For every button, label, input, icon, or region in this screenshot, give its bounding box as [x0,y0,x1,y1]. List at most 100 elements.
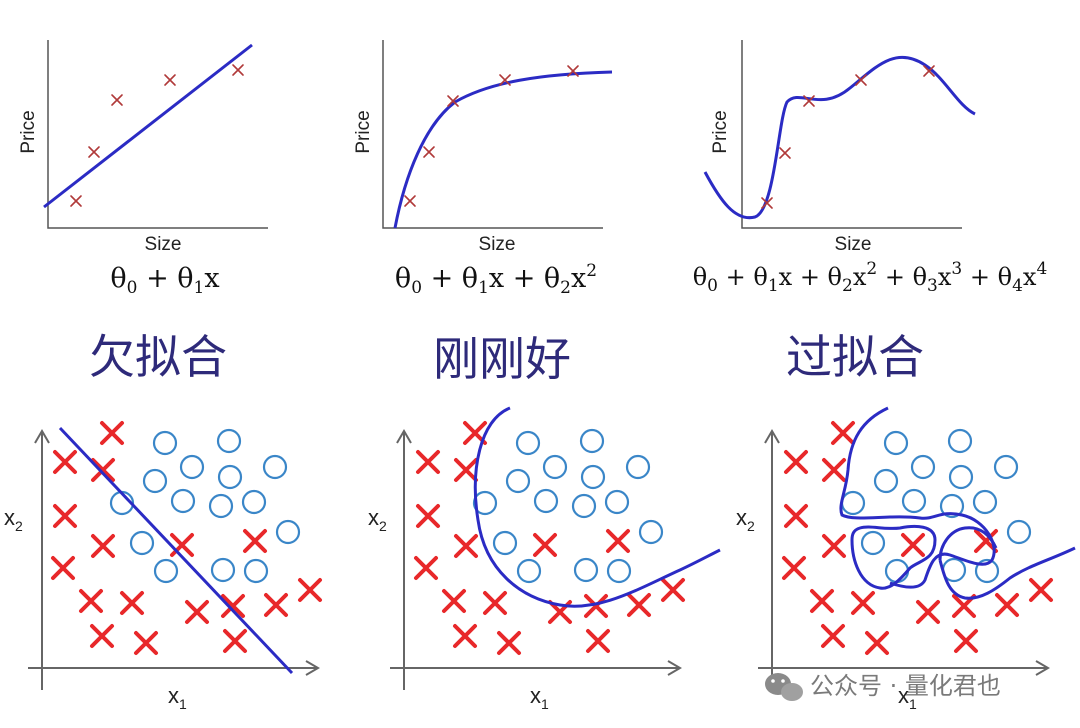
formula-subscript: 3 [927,276,938,296]
class-cross [90,624,114,648]
class-cross [865,631,889,655]
formula-subscript: 0 [411,278,422,298]
class-cross [79,589,103,613]
goodfit-label: 刚刚好 [433,332,571,386]
decision-boundary [839,406,1076,600]
formula-subscript: 1 [194,278,205,298]
formula-part: x + θ [779,263,842,291]
regression-underfit-panel: Price Size θ0 + θ1x [18,40,268,298]
formula-part: + θ [422,263,478,294]
formula-superscript: 2 [866,259,877,279]
class-cross [51,556,75,580]
formula-subscript: 1 [768,276,779,296]
class-cross [120,591,144,615]
formula-part: θ [693,263,707,291]
classification-overfit-panel: x2 x1 [736,406,1076,712]
class-circle [571,493,597,519]
class-cross [586,629,610,653]
data-point-cross [404,195,416,207]
class-circle [579,428,605,454]
class-circle [1006,519,1032,545]
class-cross [831,421,855,445]
class-circle [210,557,236,583]
formula-subscript: 0 [707,276,718,296]
class-cross [453,624,477,648]
data-point-cross [779,147,791,159]
class-circle [939,493,965,519]
class-cross [533,533,557,557]
watermark-text: 公众号 · 量化君也 [810,672,1001,700]
x-axis-label: Size [145,234,182,255]
formula-part: x [853,263,867,291]
class-cross [784,504,808,528]
class-circle [208,493,234,519]
class-cross [782,556,806,580]
decision-boundary [473,406,721,608]
data-points [404,65,579,207]
class-cross [584,594,608,618]
formula-superscript: 4 [1036,259,1047,279]
data-point-cross [447,95,459,107]
axes [390,429,682,690]
class-circle [638,519,664,545]
class-circle [533,488,559,514]
axes [28,429,320,690]
fit-line [43,43,253,209]
class-circle [241,489,267,515]
class-circle [884,558,910,584]
class-cross [91,534,115,558]
class-cross [298,578,322,602]
class-cross [134,631,158,655]
formula-part: x [1023,263,1037,291]
y-axis-label: x2 [736,505,755,534]
formula-subscript: 1 [478,278,489,298]
watermark: 公众号 · 量化君也 [765,672,1001,701]
class-cross [454,458,478,482]
class-cross [901,533,925,557]
y-axis-label: Price [710,110,731,153]
class-cross [416,450,440,474]
fit-curve [703,55,976,220]
class-cross [100,421,124,445]
data-points [761,65,935,209]
y-axis-label: x2 [368,505,387,534]
class-circle [948,464,974,490]
formula-part: x [204,263,219,294]
formula-part: x [938,263,952,291]
class-cross [1029,578,1053,602]
class-circle [972,489,998,515]
class-circle [153,558,179,584]
axes [382,40,603,229]
class-circle [170,488,196,514]
formula-part: + θ [137,263,193,294]
class-cross [53,450,77,474]
class-cross [784,450,808,474]
class-circle [515,430,541,456]
formula-part: + θ [718,263,768,291]
classification-goodfit-panel: x2 x1 [368,406,721,712]
data-point-cross [499,74,511,86]
class-cross [91,458,115,482]
class-cross [995,593,1019,617]
data-point-cross [111,94,123,106]
data-point-cross [923,65,935,77]
y-axis-label: Price [18,110,39,153]
data-point-cross [70,195,82,207]
class-markers [782,421,1053,655]
data-point-cross [88,146,100,158]
class-cross [221,594,245,618]
class-cross [810,589,834,613]
class-circle [840,490,866,516]
class-circle [873,468,899,494]
class-circle [606,558,632,584]
formula-superscript: 2 [586,261,597,281]
class-circle [573,557,599,583]
class-cross [170,533,194,557]
class-circle [860,530,886,556]
class-circle [947,428,973,454]
class-cross [185,600,209,624]
class-circle [910,454,936,480]
class-cross [243,529,267,553]
class-markers [51,421,322,655]
formula-part: θ [395,263,411,294]
